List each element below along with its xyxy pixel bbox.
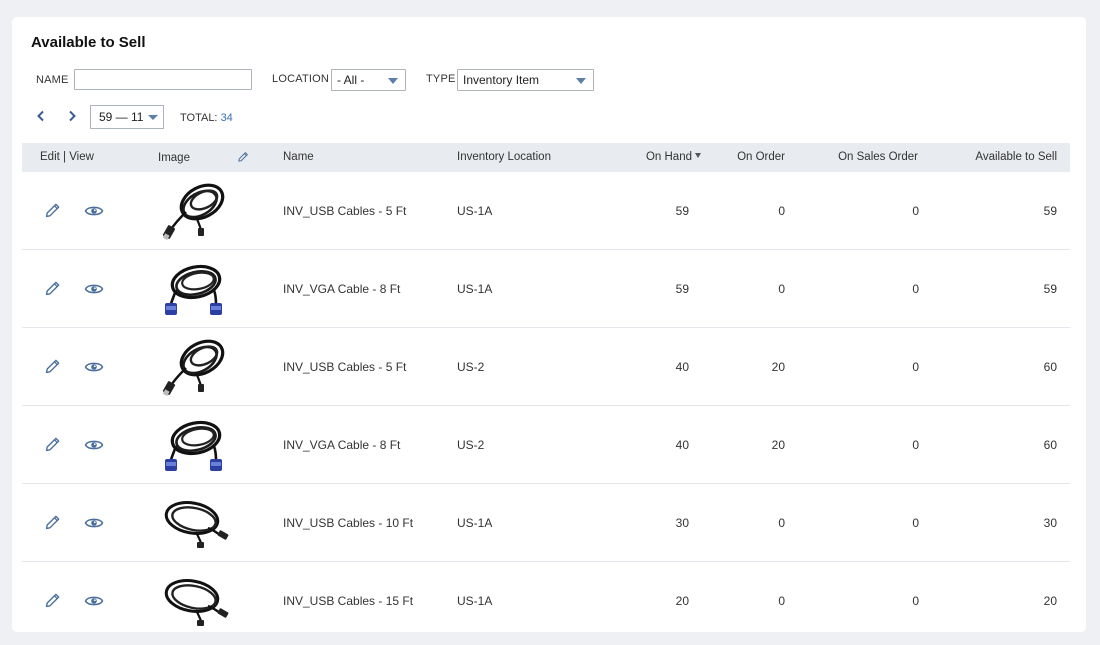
total-label: TOTAL: bbox=[180, 112, 218, 124]
page-title: Available to Sell bbox=[31, 34, 146, 51]
edit-pencil-icon[interactable] bbox=[44, 592, 61, 609]
type-filter-select[interactable]: Inventory Item bbox=[457, 69, 594, 91]
on-hand-value: 20 bbox=[675, 594, 689, 608]
on-hand-value: 59 bbox=[675, 282, 689, 296]
on-order-value: 20 bbox=[771, 438, 785, 452]
type-filter-value: Inventory Item bbox=[463, 73, 540, 87]
name-filter-input[interactable] bbox=[74, 69, 252, 90]
edit-image-icon[interactable] bbox=[237, 151, 249, 163]
table-header: Edit | View Image Name Inventory Locatio… bbox=[22, 143, 1070, 172]
item-name[interactable]: INV_USB Cables - 10 Ft bbox=[283, 516, 414, 530]
on-order-value: 0 bbox=[778, 282, 785, 296]
col-available-to-sell[interactable]: Available to Sell bbox=[975, 151, 1057, 163]
inventory-location: US-1A bbox=[457, 516, 493, 530]
sort-descending-icon bbox=[695, 153, 701, 158]
total-count: TOTAL: 34 bbox=[180, 112, 233, 124]
inventory-location: US-1A bbox=[457, 204, 493, 218]
col-name[interactable]: Name bbox=[283, 151, 314, 163]
chevron-down-icon bbox=[576, 78, 586, 84]
edit-pencil-icon[interactable] bbox=[44, 202, 61, 219]
available-to-sell-value: 60 bbox=[1043, 360, 1057, 374]
product-image bbox=[158, 490, 232, 554]
on-sales-order-value: 0 bbox=[912, 282, 919, 296]
item-name[interactable]: INV_USB Cables - 5 Ft bbox=[283, 360, 407, 374]
total-value: 34 bbox=[220, 112, 233, 124]
product-image bbox=[158, 256, 232, 320]
chevron-down-icon bbox=[148, 115, 158, 120]
on-sales-order-value: 0 bbox=[912, 360, 919, 374]
table-row: INV_VGA Cable - 8 Ft US-1A 59 0 0 59 bbox=[22, 250, 1070, 328]
available-to-sell-value: 59 bbox=[1043, 282, 1057, 296]
col-on-sales-order[interactable]: On Sales Order bbox=[838, 151, 918, 163]
location-filter-select[interactable]: - All - bbox=[331, 69, 406, 91]
location-filter-label: LOCATION bbox=[272, 73, 330, 85]
table-row: INV_USB Cables - 10 Ft US-1A 30 0 0 30 bbox=[22, 484, 1070, 562]
available-to-sell-value: 20 bbox=[1043, 594, 1057, 608]
type-filter-label: TYPE bbox=[426, 73, 456, 85]
available-to-sell-value: 60 bbox=[1043, 438, 1057, 452]
item-name[interactable]: INV_USB Cables - 15 Ft bbox=[283, 594, 414, 608]
on-sales-order-value: 0 bbox=[912, 516, 919, 530]
product-image bbox=[158, 568, 232, 632]
location-filter-value: - All - bbox=[337, 73, 365, 87]
on-hand-value: 40 bbox=[675, 438, 689, 452]
item-name[interactable]: INV_VGA Cable - 8 Ft bbox=[283, 282, 401, 296]
on-hand-value: 59 bbox=[675, 204, 689, 218]
view-eye-icon[interactable] bbox=[84, 282, 104, 296]
on-order-value: 20 bbox=[771, 360, 785, 374]
view-eye-icon[interactable] bbox=[84, 438, 104, 452]
available-to-sell-value: 59 bbox=[1043, 204, 1057, 218]
next-page-icon[interactable] bbox=[65, 109, 79, 123]
inventory-location: US-1A bbox=[457, 594, 493, 608]
col-on-order[interactable]: On Order bbox=[737, 151, 785, 163]
col-inventory-location[interactable]: Inventory Location bbox=[457, 151, 551, 163]
on-hand-value: 30 bbox=[675, 516, 689, 530]
view-eye-icon[interactable] bbox=[84, 594, 104, 608]
product-image bbox=[158, 334, 232, 398]
available-to-sell-value: 30 bbox=[1043, 516, 1057, 530]
col-image: Image bbox=[158, 152, 190, 164]
table-row: INV_USB Cables - 15 Ft US-1A 20 0 0 20 bbox=[22, 562, 1070, 632]
table-row: INV_USB Cables - 5 Ft US-1A 59 0 0 59 bbox=[22, 172, 1070, 250]
page-range-value: 59 — 11 bbox=[99, 110, 144, 124]
table-row: INV_VGA Cable - 8 Ft US-2 40 20 0 60 bbox=[22, 406, 1070, 484]
view-eye-icon[interactable] bbox=[84, 360, 104, 374]
table-row: INV_USB Cables - 5 Ft US-2 40 20 0 60 bbox=[22, 328, 1070, 406]
inventory-location: US-2 bbox=[457, 360, 485, 374]
edit-pencil-icon[interactable] bbox=[44, 358, 61, 375]
available-to-sell-panel: Available to Sell NAME LOCATION - All - … bbox=[12, 17, 1086, 632]
col-on-hand-label: On Hand bbox=[645, 151, 692, 163]
view-eye-icon[interactable] bbox=[84, 516, 104, 530]
edit-pencil-icon[interactable] bbox=[44, 280, 61, 297]
on-order-value: 0 bbox=[778, 516, 785, 530]
on-sales-order-value: 0 bbox=[912, 204, 919, 218]
product-image bbox=[158, 412, 232, 476]
on-hand-value: 40 bbox=[675, 360, 689, 374]
item-name[interactable]: INV_VGA Cable - 8 Ft bbox=[283, 438, 401, 452]
previous-page-icon[interactable] bbox=[34, 109, 48, 123]
view-eye-icon[interactable] bbox=[84, 204, 104, 218]
on-order-value: 0 bbox=[778, 204, 785, 218]
product-image bbox=[158, 178, 232, 242]
inventory-location: US-2 bbox=[457, 438, 485, 452]
inventory-location: US-1A bbox=[457, 282, 493, 296]
edit-pencil-icon[interactable] bbox=[44, 436, 61, 453]
chevron-down-icon bbox=[388, 78, 398, 84]
name-filter-label: NAME bbox=[36, 74, 69, 86]
col-on-hand[interactable]: On Hand bbox=[621, 151, 701, 163]
item-name[interactable]: INV_USB Cables - 5 Ft bbox=[283, 204, 407, 218]
col-edit-view: Edit | View bbox=[40, 151, 94, 163]
on-sales-order-value: 0 bbox=[912, 594, 919, 608]
on-order-value: 0 bbox=[778, 594, 785, 608]
page-range-select[interactable]: 59 — 11 bbox=[90, 105, 164, 129]
on-sales-order-value: 0 bbox=[912, 438, 919, 452]
edit-pencil-icon[interactable] bbox=[44, 514, 61, 531]
